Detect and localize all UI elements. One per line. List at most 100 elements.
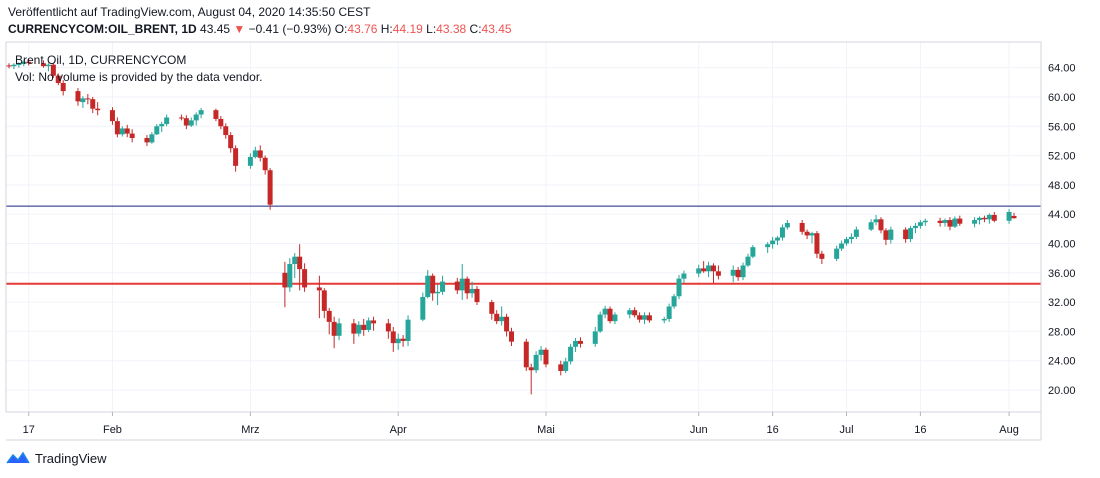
candle[interactable] <box>193 112 199 126</box>
candle[interactable] <box>775 236 781 245</box>
candle[interactable] <box>573 338 579 352</box>
candle[interactable] <box>883 228 889 245</box>
candle[interactable] <box>198 107 204 119</box>
candle[interactable] <box>952 216 958 229</box>
candle[interactable] <box>425 269 431 299</box>
candle[interactable] <box>356 321 362 337</box>
candle[interactable] <box>326 307 332 335</box>
candle[interactable] <box>912 222 918 234</box>
candle[interactable] <box>957 215 963 226</box>
candle[interactable] <box>435 284 441 306</box>
candle[interactable] <box>351 318 357 344</box>
candle[interactable] <box>119 126 125 137</box>
plot-area[interactable] <box>6 42 1041 412</box>
candle[interactable] <box>474 285 480 306</box>
candle[interactable] <box>765 242 771 254</box>
candle[interactable] <box>316 275 322 319</box>
candle[interactable] <box>188 117 194 127</box>
candle[interactable] <box>233 145 239 172</box>
candle[interactable] <box>809 231 815 244</box>
candle[interactable] <box>109 107 115 125</box>
candlestick-chart[interactable]: 20.00 24.00 28.00 32.00 36.00 40.00 44.00 48.00… <box>0 0 1100 448</box>
candle[interactable] <box>558 360 564 376</box>
candle[interactable] <box>218 116 224 130</box>
candle[interactable] <box>50 63 56 78</box>
candle[interactable] <box>612 312 618 325</box>
candle[interactable] <box>366 317 372 333</box>
candle[interactable] <box>637 312 643 323</box>
candle[interactable] <box>124 124 130 138</box>
candle[interactable] <box>568 343 574 365</box>
candle[interactable] <box>6 63 12 69</box>
candle[interactable] <box>405 315 411 347</box>
candle[interactable] <box>977 216 983 225</box>
candle[interactable] <box>903 227 909 243</box>
candle[interactable] <box>701 261 707 273</box>
candle[interactable] <box>282 261 288 308</box>
candle[interactable] <box>632 307 638 318</box>
candle[interactable] <box>671 294 677 309</box>
candle[interactable] <box>563 357 569 374</box>
candle[interactable] <box>297 244 303 291</box>
candle[interactable] <box>11 63 17 70</box>
candle[interactable] <box>183 115 189 130</box>
candle[interactable] <box>302 263 308 292</box>
candle[interactable] <box>848 233 854 244</box>
candle[interactable] <box>95 102 101 116</box>
candle[interactable] <box>799 220 805 235</box>
candle[interactable] <box>947 217 953 231</box>
candle[interactable] <box>834 245 840 262</box>
candle[interactable] <box>538 346 544 361</box>
candle[interactable] <box>642 312 648 325</box>
candle[interactable] <box>878 217 884 234</box>
candle[interactable] <box>784 220 790 230</box>
candle[interactable] <box>464 276 470 300</box>
candle[interactable] <box>252 146 258 159</box>
candle[interactable] <box>75 88 81 106</box>
candle[interactable] <box>661 316 667 324</box>
candle[interactable] <box>888 226 894 244</box>
candle[interactable] <box>440 275 446 295</box>
candle[interactable] <box>710 263 716 284</box>
candle[interactable] <box>267 168 273 210</box>
candle[interactable] <box>1011 212 1017 219</box>
candle[interactable] <box>247 153 253 169</box>
candle[interactable] <box>942 218 948 227</box>
candle[interactable] <box>400 335 406 347</box>
candle[interactable] <box>21 60 27 67</box>
price-axis[interactable]: 20.00 24.00 28.00 32.00 36.00 40.00 44.00 48.00… <box>1048 63 1076 397</box>
candle[interactable] <box>814 231 820 259</box>
candle[interactable] <box>577 337 583 348</box>
candle[interactable] <box>972 217 978 228</box>
candle[interactable] <box>321 288 327 319</box>
candle[interactable] <box>509 327 514 347</box>
candle[interactable] <box>523 338 529 371</box>
candle[interactable] <box>819 250 825 264</box>
candle[interactable] <box>839 240 845 251</box>
candle[interactable] <box>873 214 879 226</box>
candle[interactable] <box>917 220 923 229</box>
candle[interactable] <box>681 270 687 284</box>
candle[interactable] <box>371 316 377 331</box>
candle[interactable] <box>454 277 460 295</box>
candle[interactable] <box>543 347 549 368</box>
candle[interactable] <box>257 145 263 162</box>
candle[interactable] <box>676 274 682 300</box>
candle[interactable] <box>469 281 475 298</box>
candle[interactable] <box>114 117 120 138</box>
candle[interactable] <box>129 129 135 143</box>
candle[interactable] <box>430 273 436 301</box>
candle[interactable] <box>40 60 46 68</box>
candle[interactable] <box>715 265 721 280</box>
candle[interactable] <box>149 132 155 144</box>
candle[interactable] <box>981 215 987 223</box>
candle[interactable] <box>223 123 229 139</box>
candle[interactable] <box>750 244 756 259</box>
candle[interactable] <box>853 226 859 240</box>
candle[interactable] <box>706 261 712 278</box>
candle[interactable] <box>592 327 598 347</box>
candle[interactable] <box>499 306 505 326</box>
candle[interactable] <box>90 96 96 114</box>
candle[interactable] <box>80 96 86 108</box>
candle[interactable] <box>607 306 613 324</box>
